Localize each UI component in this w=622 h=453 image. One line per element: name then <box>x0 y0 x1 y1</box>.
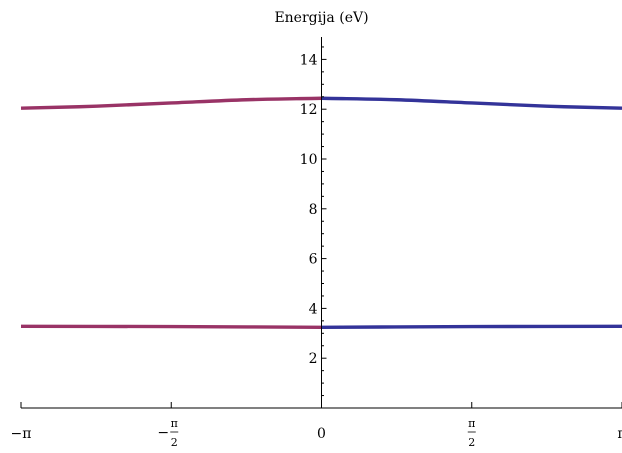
x-tick-text: π <box>617 426 622 442</box>
y-tick-label-5: 12 <box>300 102 318 118</box>
x-tick-denominator: 2 <box>171 436 178 449</box>
x-tick-sign: − <box>157 425 169 441</box>
series-line-2 <box>20 324 322 330</box>
x-tick-numerator: π <box>468 417 475 430</box>
y-tick-label-2: 6 <box>309 252 318 268</box>
y-tick-label-1: 4 <box>309 301 318 317</box>
x-tick-label-2: 0 <box>317 426 326 442</box>
x-tick-label-1: −π 2 <box>157 417 179 449</box>
series-line-3 <box>321 324 622 330</box>
y-tick-label-3: 8 <box>309 202 318 218</box>
x-tick-label-0: −π <box>11 426 32 442</box>
x-tick-numerator: π <box>171 417 178 430</box>
axis-ticks <box>20 46 622 408</box>
series-line-1 <box>321 96 622 110</box>
y-tick-label-0: 2 <box>309 351 318 367</box>
series-line-0 <box>20 96 322 110</box>
x-tick-text: −π <box>11 426 32 442</box>
x-tick-label-4: π <box>617 426 622 442</box>
x-tick-label-3: π2 <box>467 417 476 449</box>
series-lines <box>20 96 622 330</box>
y-tick-label-4: 10 <box>300 152 318 168</box>
x-tick-text: 0 <box>317 426 326 442</box>
y-tick-label-6: 14 <box>300 52 318 68</box>
x-tick-denominator: 2 <box>468 436 475 449</box>
y-axis-title: Energija (eV) <box>274 10 368 26</box>
